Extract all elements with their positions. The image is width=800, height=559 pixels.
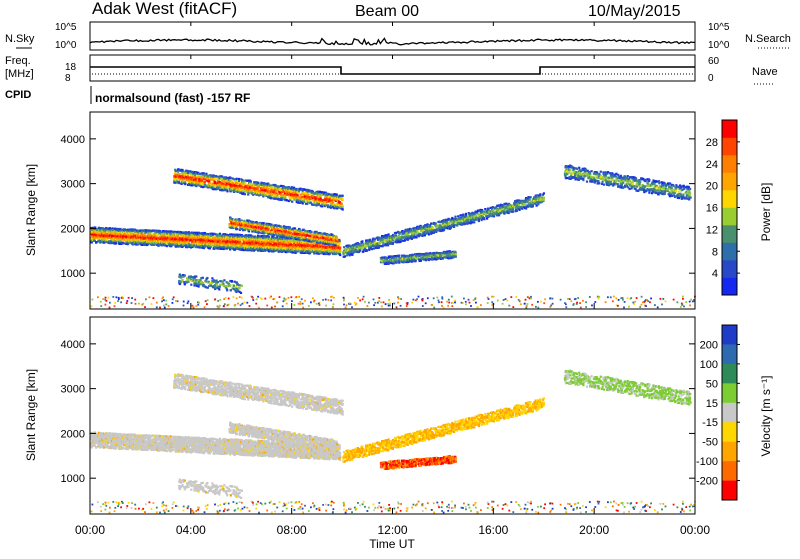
radar-cell	[270, 184, 272, 186]
radar-cell	[178, 182, 180, 184]
radar-cell	[226, 190, 228, 192]
power-cells	[90, 165, 696, 309]
radar-cell	[277, 193, 279, 195]
noise-trace	[90, 38, 695, 44]
radar-cell	[271, 197, 273, 199]
radar-cell	[339, 254, 341, 256]
station-title: Adak West (fitACF)	[92, 0, 237, 18]
radar-cell	[215, 178, 217, 180]
radar-cell	[341, 203, 343, 205]
freq-label-line2: [MHz]	[5, 68, 34, 80]
radar-cell	[339, 250, 341, 252]
radar-cell	[220, 177, 222, 179]
noise-left-tick-bottom: 10^0	[55, 40, 77, 51]
radar-cell	[221, 176, 223, 178]
radar-cell	[303, 201, 305, 203]
radar-cell	[244, 193, 246, 195]
radar-cell	[251, 190, 253, 192]
radar-cell	[293, 187, 295, 189]
radar-cell	[175, 170, 177, 172]
radar-cell	[319, 191, 321, 193]
radar-cell	[291, 201, 293, 203]
freq-right-tick-bottom: 0	[708, 73, 714, 84]
freq-left-tick-top: 18	[65, 62, 77, 73]
radar-cell	[236, 178, 238, 180]
radar-cell	[224, 180, 226, 182]
radar-cell	[152, 230, 154, 232]
radar-cell	[213, 176, 215, 178]
radar-cell	[307, 195, 309, 197]
noise-right-tick-top: 10^5	[708, 22, 730, 33]
freq-label-line1: Freq.	[5, 55, 31, 67]
cpid-label: CPID	[5, 89, 31, 101]
nave-label: Nave	[752, 66, 778, 78]
radar-cell	[204, 181, 206, 183]
radar-cell	[221, 180, 223, 182]
radar-cell	[275, 184, 277, 186]
beam-title: Beam 00	[355, 3, 419, 20]
radar-cell	[342, 208, 344, 210]
radar-cell	[283, 186, 285, 188]
radar-cell	[342, 195, 344, 197]
radar-cell	[342, 206, 344, 208]
radar-cell	[284, 196, 286, 198]
radar-cell	[230, 177, 232, 179]
radar-cell	[336, 194, 338, 196]
radar-cell	[342, 198, 344, 200]
radar-cell	[325, 204, 327, 206]
radar-cell	[236, 228, 238, 230]
freq-trace	[90, 67, 695, 74]
radar-cell	[238, 178, 240, 180]
radar-cell	[115, 242, 117, 244]
radar-cell	[212, 183, 214, 185]
radar-cell	[215, 176, 217, 178]
noise-panel-frame	[90, 22, 695, 50]
radar-cell	[280, 185, 282, 187]
radar-cell	[306, 203, 308, 205]
radar-cell	[307, 244, 309, 246]
freq-left-tick-bottom: 8	[65, 73, 71, 84]
noise-right-label: N.Search	[745, 33, 791, 45]
radar-cell	[277, 196, 279, 198]
radar-cell	[252, 194, 254, 196]
noise-sky-line	[90, 38, 695, 44]
radar-cell	[307, 193, 309, 195]
noise-left-tick-top: 10^5	[55, 22, 77, 33]
radar-cell	[250, 180, 252, 182]
radar-cell	[339, 247, 341, 249]
radar-cell	[187, 170, 189, 172]
radar-cell	[271, 193, 273, 195]
radar-cell	[125, 236, 127, 238]
radar-cell	[212, 178, 214, 180]
cpid-text: normalsound (fast) -157 RF	[95, 91, 250, 105]
radar-cell	[339, 240, 341, 242]
date-title: 10/May/2015	[588, 3, 681, 20]
radar-cell	[238, 219, 240, 221]
radar-cell	[238, 180, 240, 182]
radar-cell	[227, 186, 229, 188]
radar-cell	[184, 183, 186, 185]
radar-cell	[296, 250, 298, 252]
radar-cell	[275, 187, 277, 189]
radar-cell	[249, 186, 251, 188]
radar-cell	[339, 242, 341, 244]
radar-cell	[244, 183, 246, 185]
radar-cell	[123, 242, 125, 244]
radar-cell	[170, 233, 172, 235]
radar-cell	[214, 182, 216, 184]
radar-cell	[157, 233, 159, 235]
noise-left-label: N.Sky	[5, 33, 35, 45]
freq-right-tick-top: 60	[708, 56, 720, 67]
noise-right-tick-bottom: 10^0	[708, 40, 730, 51]
